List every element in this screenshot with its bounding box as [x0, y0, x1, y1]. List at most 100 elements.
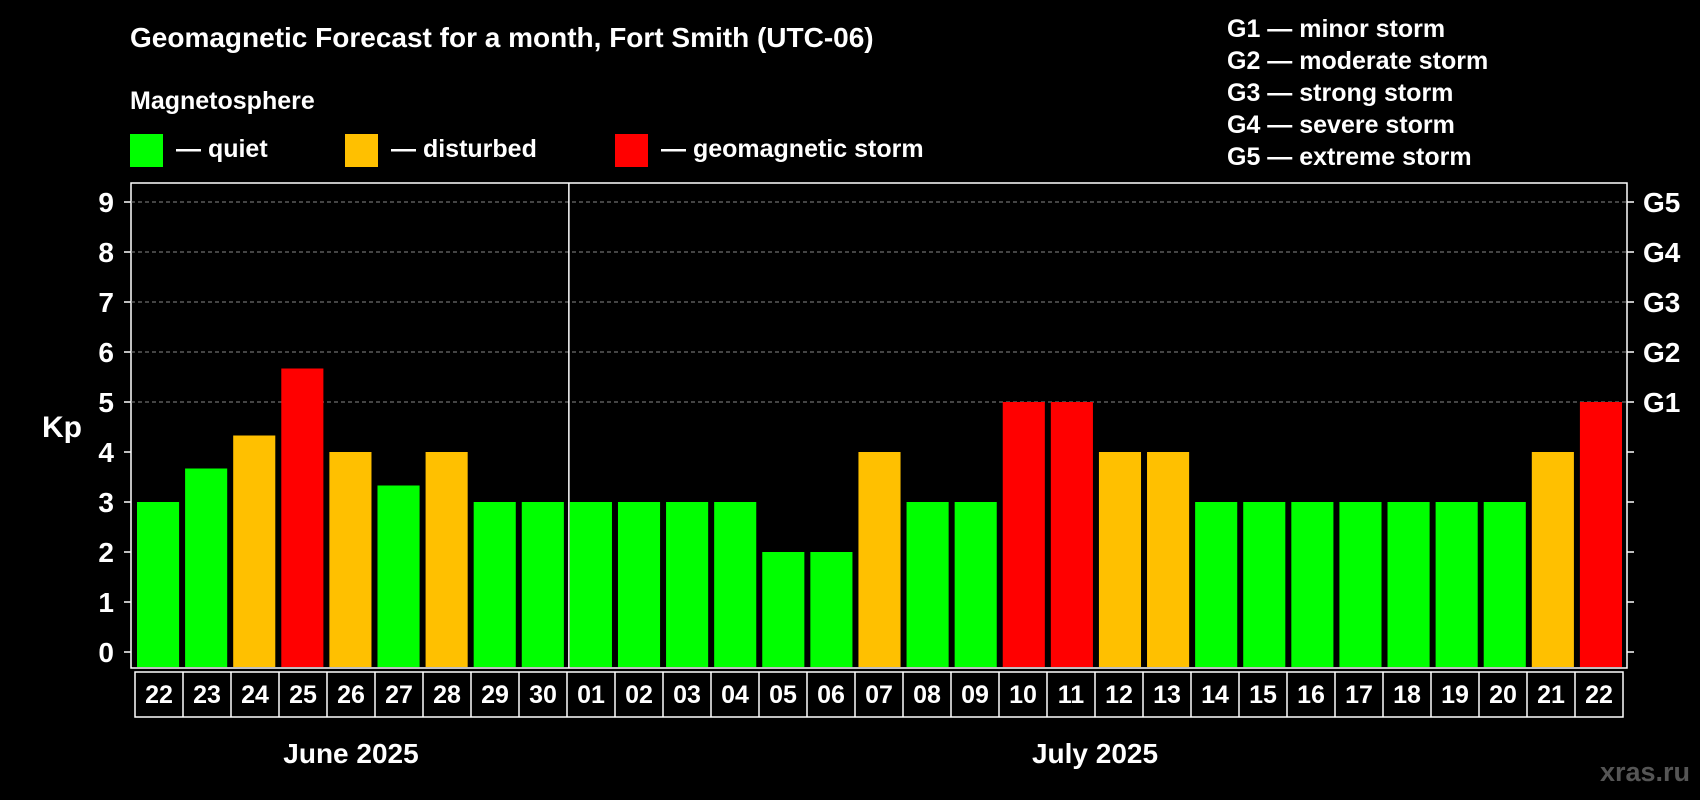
- y-axis-label: Kp: [42, 411, 82, 444]
- date-label-17: 09: [961, 681, 989, 709]
- legend: — quiet — disturbed — geomagnetic storm: [130, 134, 924, 167]
- bar-9: [569, 502, 612, 667]
- date-label-8: 30: [529, 681, 557, 709]
- bar-24: [1291, 502, 1334, 667]
- bar-20: [1098, 452, 1142, 667]
- date-label-9: 01: [577, 681, 605, 709]
- storm-scale-item-2: G3 — strong storm: [1227, 79, 1453, 107]
- storm-axis-label-G3: G3: [1643, 287, 1680, 318]
- bar-26: [1387, 502, 1430, 667]
- bar-27: [1435, 502, 1478, 667]
- storm-axis-label-G2: G2: [1643, 337, 1680, 368]
- bar-19: [1050, 402, 1093, 667]
- bars: [137, 183, 1622, 668]
- bar-28: [1483, 502, 1526, 667]
- legend-swatch-0: [130, 134, 163, 167]
- date-label-23: 15: [1249, 681, 1277, 709]
- legend-swatch-1: [345, 134, 378, 167]
- bar-15: [858, 452, 901, 667]
- bar-2: [233, 435, 276, 667]
- bar-14: [810, 552, 853, 667]
- bar-4: [329, 452, 372, 667]
- date-label-24: 16: [1297, 681, 1325, 709]
- date-label-12: 04: [721, 681, 749, 709]
- bar-22: [1195, 502, 1238, 667]
- bar-11: [666, 502, 709, 667]
- date-label-29: 21: [1537, 681, 1565, 709]
- date-label-21: 13: [1153, 681, 1181, 709]
- date-label-11: 03: [673, 681, 701, 709]
- bar-3: [281, 368, 324, 667]
- legend-swatch-2: [615, 134, 648, 167]
- date-label-30: 22: [1585, 681, 1613, 709]
- bar-10: [617, 502, 661, 667]
- storm-axis-label-G1: G1: [1643, 387, 1680, 418]
- y-axis: 0 1 2 3 4 5 6 7 8 9: [98, 187, 131, 668]
- date-label-15: 07: [865, 681, 893, 709]
- bar-16: [906, 502, 949, 667]
- date-label-20: 12: [1105, 681, 1133, 709]
- date-label-13: 05: [769, 681, 797, 709]
- date-label-25: 17: [1345, 681, 1373, 709]
- month-label-1: July 2025: [1032, 738, 1158, 769]
- storm-scale-item-3: G4 — severe storm: [1227, 111, 1455, 139]
- date-label-0: 22: [145, 681, 173, 709]
- y-tick-label-6: 6: [98, 337, 114, 368]
- grid: [131, 201, 1627, 403]
- storm-scale-item-4: G5 — extreme storm: [1227, 143, 1472, 171]
- storm-axis-label-G5: G5: [1643, 187, 1680, 218]
- month-labels: June 2025 July 2025: [283, 738, 1158, 769]
- bar-12: [714, 502, 757, 667]
- date-label-28: 20: [1489, 681, 1517, 709]
- bar-18: [1002, 402, 1045, 667]
- legend-title: Magnetosphere: [130, 87, 315, 115]
- storm-scale-item-1: G2 — moderate storm: [1227, 47, 1488, 75]
- legend-label-1: — disturbed: [391, 135, 537, 163]
- y-tick-label-9: 9: [98, 187, 114, 218]
- bar-13: [762, 552, 805, 667]
- month-label-0: June 2025: [283, 738, 418, 769]
- bar-21: [1147, 452, 1190, 667]
- bar-29: [1531, 452, 1574, 667]
- y-tick-label-0: 0: [98, 637, 114, 668]
- legend-label-0: — quiet: [176, 135, 268, 163]
- date-label-26: 18: [1393, 681, 1421, 709]
- y-tick-label-2: 2: [98, 537, 114, 568]
- bar-23: [1243, 502, 1286, 667]
- bar-17: [954, 502, 997, 667]
- storm-axis-label-G4: G4: [1643, 237, 1681, 268]
- y-tick-label-5: 5: [98, 387, 114, 418]
- bar-0: [137, 502, 180, 667]
- y-tick-label-7: 7: [98, 287, 114, 318]
- x-axis: 22 23 24 25 26 27 28 29 30 01 02 03 04 05 06 07 08 09 10 11…: [134, 671, 1624, 718]
- bar-6: [425, 452, 468, 667]
- date-label-22: 14: [1201, 681, 1229, 709]
- storm-axis: G1 G2 G3 G4 G5: [1627, 187, 1681, 653]
- date-label-3: 25: [289, 681, 317, 709]
- date-label-16: 08: [913, 681, 941, 709]
- bar-25: [1339, 502, 1382, 667]
- date-label-19: 11: [1058, 681, 1085, 709]
- bar-30: [1579, 402, 1622, 667]
- chart-title: Geomagnetic Forecast for a month, Fort S…: [130, 22, 874, 53]
- plot-frame: [130, 182, 1628, 669]
- storm-scale-item-0: G1 — minor storm: [1227, 15, 1445, 43]
- date-label-14: 06: [817, 681, 845, 709]
- date-label-10: 02: [625, 681, 653, 709]
- y-tick-label-1: 1: [98, 587, 114, 618]
- bar-8: [521, 502, 564, 667]
- y-tick-label-4: 4: [98, 437, 114, 468]
- bar-1: [185, 468, 228, 667]
- date-label-5: 27: [385, 681, 413, 709]
- date-label-1: 23: [193, 681, 221, 709]
- legend-label-2: — geomagnetic storm: [661, 135, 924, 163]
- bar-7: [473, 502, 516, 667]
- date-row-frame: [134, 671, 1624, 718]
- storm-scale-legend: G1 — minor storm G2 — moderate storm G3 — …: [1227, 15, 1488, 171]
- watermark: xras.ru: [1600, 757, 1690, 787]
- date-label-2: 24: [241, 681, 269, 709]
- date-label-7: 29: [481, 681, 509, 709]
- y-tick-label-3: 3: [98, 487, 114, 518]
- bar-5: [377, 485, 420, 667]
